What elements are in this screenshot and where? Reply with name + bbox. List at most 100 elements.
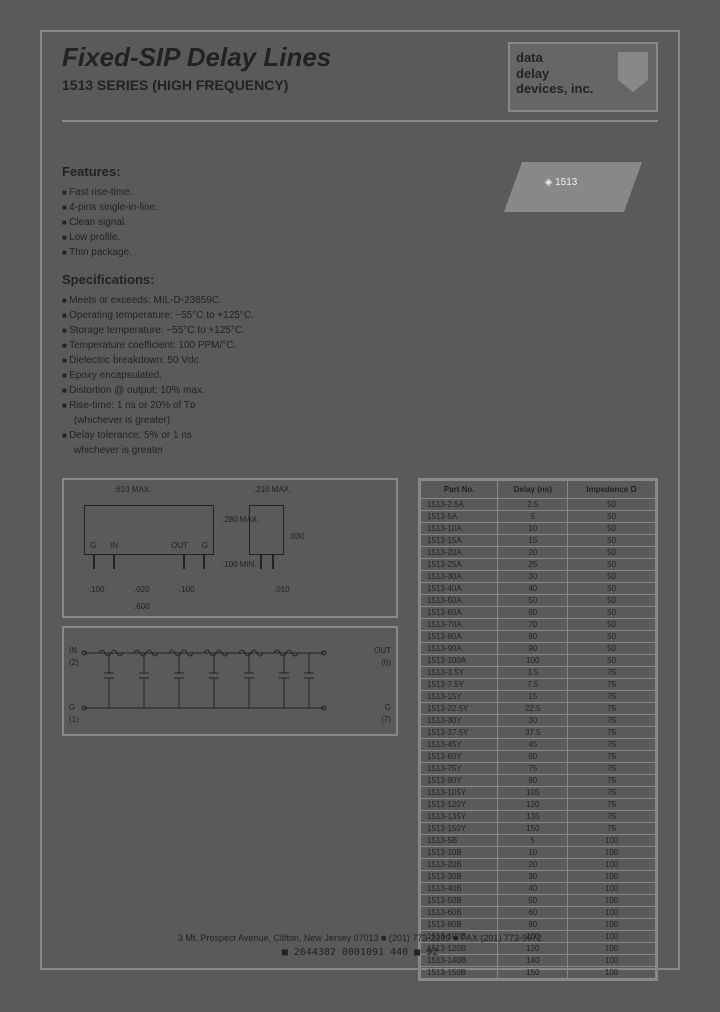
table-cell: 1513-37.5Y [421,727,498,739]
table-cell: 1513-50B [421,895,498,907]
table-row: 1513-7.5Y7.575 [421,679,656,691]
table-cell: 75 [568,751,656,763]
package-diagram: .610 MAX. .210 MAX. .280 MAX. .030 .100 … [62,478,398,618]
table-cell: 75 [568,691,656,703]
table-row: 1513-22.5Y22.575 [421,703,656,715]
c-p1: (1) [69,715,79,724]
table-cell: 1513-20A [421,547,498,559]
table-cell: 90 [498,643,568,655]
table-cell: 1513-15A [421,535,498,547]
table-cell: 75 [568,775,656,787]
table-cell: 75 [568,679,656,691]
table-cell: 100 [568,859,656,871]
table-cell: 50 [568,571,656,583]
spec-item: (whichever is greater) [62,413,468,428]
table-row: 1513-135Y13575 [421,811,656,823]
table-cell: 5 [498,511,568,523]
table-cell: 10 [498,847,568,859]
table-row: 1513-37.5Y37.575 [421,727,656,739]
table-cell: 50 [498,895,568,907]
table-cell: 40 [498,883,568,895]
table-cell: 105 [498,787,568,799]
dim-sp2: .100 [179,585,195,594]
table-cell: 50 [568,583,656,595]
circuit-diagram: IN (2) OUT (6) G (1) G (7) [62,626,398,736]
table-cell: 1513-15Y [421,691,498,703]
table-cell: 80 [498,631,568,643]
table-cell: 25 [498,559,568,571]
dim-pw: .020 [134,585,150,594]
feature-item: 4-pins single-in-line. [62,200,468,215]
pkg-side [249,505,284,555]
table-cell: 1513-20B [421,859,498,871]
table-cell: 50 [568,619,656,631]
upper-section: Features: Fast rise-time.4-pins single-i… [62,152,658,458]
table-cell: 1513-25A [421,559,498,571]
table-row: 1513-100A10050 [421,655,656,667]
table-cell: 100 [568,883,656,895]
table-cell: 75 [568,811,656,823]
company-logo: data delay devices, inc. [508,42,658,112]
dim-side-w: .210 MAX. [254,485,291,494]
table-row: 1513-45Y4575 [421,739,656,751]
c-p2: (2) [69,658,79,667]
sub-title: 1513 SERIES (HIGH FREQUENCY) [62,77,508,93]
table-cell: 50 [568,655,656,667]
c-p6: (6) [381,658,391,667]
table-cell: 50 [568,643,656,655]
feature-item: Low profile. [62,230,468,245]
table-row: 1513-15Y1575 [421,691,656,703]
table-row: 1513-10A1050 [421,523,656,535]
table-cell: 50 [568,535,656,547]
table-cell: 1513-30Y [421,715,498,727]
table-row: 1513-40A4050 [421,583,656,595]
table-cell: 30 [498,715,568,727]
table-row: 1513-20B20100 [421,859,656,871]
table-cell: 1513-30B [421,871,498,883]
table-cell: 22.5 [498,703,568,715]
pin-g1: G [90,541,96,550]
table-cell: 1513-80B [421,919,498,931]
table-row: 1513-120Y12075 [421,799,656,811]
table-cell: 5 [498,835,568,847]
table-header: Part No. [421,481,498,499]
pin-out: OUT [171,541,188,550]
table-row: 1513-90A9050 [421,643,656,655]
table-cell: 1513-90A [421,643,498,655]
table-cell: 90 [498,775,568,787]
pin-in: IN [110,541,118,550]
table-cell: 100 [568,847,656,859]
dim-off: .030 [289,532,305,541]
table-cell: 40 [498,583,568,595]
table-cell: 1513-10A [421,523,498,535]
table-row: 1513-50A5050 [421,595,656,607]
table-row: 1513-3.5Y3.575 [421,667,656,679]
table-cell: 1513-3.5Y [421,667,498,679]
spec-item: Distortion @ output: 10% max. [62,383,468,398]
table-row: 1513-30Y3075 [421,715,656,727]
table-header: Delay (ns) [498,481,568,499]
table-cell: 1513-100A [421,655,498,667]
table-cell: 1513-10B [421,847,498,859]
lower-section: .610 MAX. .210 MAX. .280 MAX. .030 .100 … [62,478,658,981]
table-row: 1513-15A1550 [421,535,656,547]
footer: 3 Mt. Prospect Avenue, Clifton, New Jers… [42,933,678,958]
footer-code: ■ 2644382 0001091 440 ■ 92 [42,947,678,958]
table-cell: 150 [498,823,568,835]
table-row: 1513-2.5A2.550 [421,499,656,511]
features-list: Fast rise-time.4-pins single-in-line.Cle… [62,185,468,260]
table-cell: 75 [568,715,656,727]
table-row: 1513-60Y6075 [421,751,656,763]
table-row: 1513-105Y10575 [421,787,656,799]
table-cell: 75 [568,787,656,799]
table-cell: 135 [498,811,568,823]
table-cell: 3.5 [498,667,568,679]
dim-sp1: .100 [89,585,105,594]
c-p7: (7) [381,715,391,724]
c-g2: G [385,703,391,712]
table-row: 1513-75Y7575 [421,763,656,775]
table-cell: 60 [498,751,568,763]
table-cell: 15 [498,691,568,703]
table-row: 1513-30B30100 [421,871,656,883]
feature-item: Clean signal. [62,215,468,230]
